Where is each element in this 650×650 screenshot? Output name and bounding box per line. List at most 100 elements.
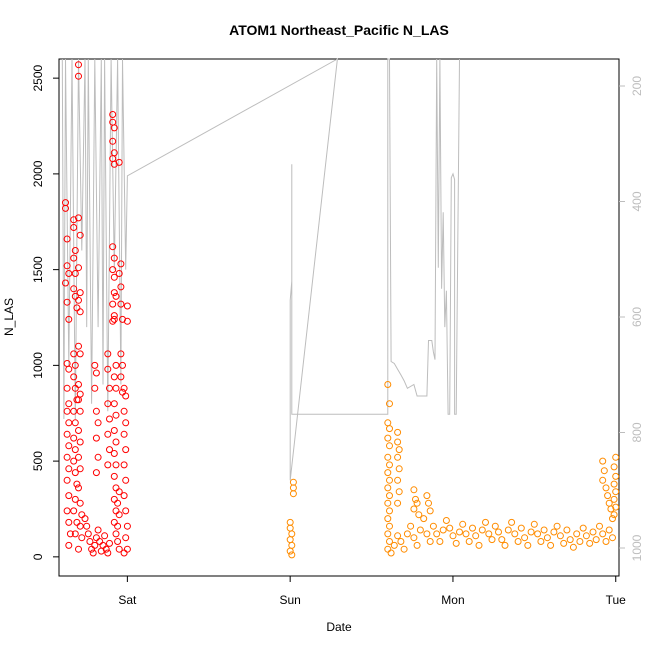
points-layer: [62, 61, 620, 559]
x-tick-label: Sat: [118, 593, 137, 607]
data-point: [395, 488, 403, 496]
data-point: [600, 467, 608, 475]
data-point: [387, 549, 395, 557]
data-point: [478, 526, 486, 534]
data-point: [88, 545, 96, 553]
data-point: [475, 541, 483, 549]
data-point: [540, 526, 548, 534]
data-point: [91, 361, 99, 369]
data-point: [605, 526, 613, 534]
data-point: [386, 492, 393, 500]
data-point: [120, 492, 128, 500]
data-point: [527, 528, 535, 536]
data-point: [92, 534, 100, 542]
data-point: [384, 434, 392, 442]
data-point: [78, 511, 86, 519]
data-point: [122, 419, 130, 427]
data-point: [394, 453, 402, 461]
data-point: [76, 289, 84, 297]
data-point: [122, 476, 130, 484]
data-point: [62, 279, 69, 287]
data-point: [491, 522, 499, 530]
data-point: [530, 520, 538, 528]
data-point: [123, 302, 131, 310]
data-point: [65, 518, 73, 526]
data-point: [109, 317, 117, 325]
data-point: [120, 461, 128, 469]
data-point: [469, 524, 476, 532]
data-point: [384, 381, 392, 388]
data-point: [75, 396, 82, 404]
data-point: [122, 446, 130, 454]
data-point: [75, 72, 82, 80]
x-tick-label: Mon: [441, 593, 464, 607]
data-point: [112, 507, 120, 515]
data-point: [390, 541, 398, 549]
data-point: [386, 538, 393, 545]
data-point: [410, 486, 418, 494]
data-point: [102, 545, 110, 553]
data-point: [65, 365, 73, 373]
data-point: [65, 400, 73, 408]
data-point: [65, 492, 73, 500]
data-point: [63, 298, 71, 306]
data-point: [75, 545, 82, 553]
data-point: [384, 484, 392, 492]
data-point: [76, 308, 84, 316]
data-point: [122, 392, 130, 400]
data-point: [589, 528, 597, 536]
data-point: [288, 551, 296, 559]
data-point: [65, 541, 73, 549]
data-point: [115, 158, 123, 166]
data-point: [84, 530, 92, 538]
data-point: [63, 507, 71, 515]
data-point: [465, 538, 473, 545]
data-point: [115, 270, 123, 277]
data-point: [115, 488, 123, 496]
data-point: [400, 545, 408, 553]
data-point: [420, 515, 428, 523]
data-point: [89, 549, 97, 557]
data-point: [70, 457, 78, 465]
x-axis-label: Date: [326, 620, 352, 634]
data-point: [62, 204, 69, 212]
data-point: [384, 545, 392, 553]
data-point: [439, 526, 447, 534]
data-point: [109, 300, 117, 308]
data-point: [521, 534, 529, 542]
data-point: [63, 235, 71, 243]
data-point: [612, 488, 620, 496]
data-point: [66, 530, 74, 538]
data-point: [104, 430, 112, 438]
data-point: [110, 124, 118, 132]
data-point: [94, 419, 102, 427]
data-point: [394, 438, 402, 446]
data-point: [70, 216, 78, 224]
data-point: [610, 463, 618, 471]
data-point: [70, 434, 78, 442]
data-point: [610, 511, 618, 519]
data-point: [110, 518, 118, 526]
data-point: [288, 530, 296, 538]
x-tick-label: Tue: [606, 593, 627, 607]
data-point: [120, 384, 128, 392]
data-point: [429, 522, 437, 530]
data-point: [71, 247, 79, 254]
data-point: [610, 495, 618, 503]
data-point: [75, 381, 82, 388]
data-point: [63, 476, 71, 484]
data-point: [579, 524, 587, 532]
data-point: [110, 495, 118, 503]
data-point: [394, 476, 402, 484]
data-point: [446, 524, 454, 532]
data-point: [112, 411, 120, 419]
data-point: [504, 526, 512, 534]
data-point: [106, 446, 113, 454]
data-point: [573, 530, 581, 538]
data-point: [75, 264, 82, 272]
data-point: [415, 511, 423, 519]
data-point: [94, 453, 102, 461]
data-point: [104, 549, 112, 557]
data-point: [123, 317, 131, 325]
